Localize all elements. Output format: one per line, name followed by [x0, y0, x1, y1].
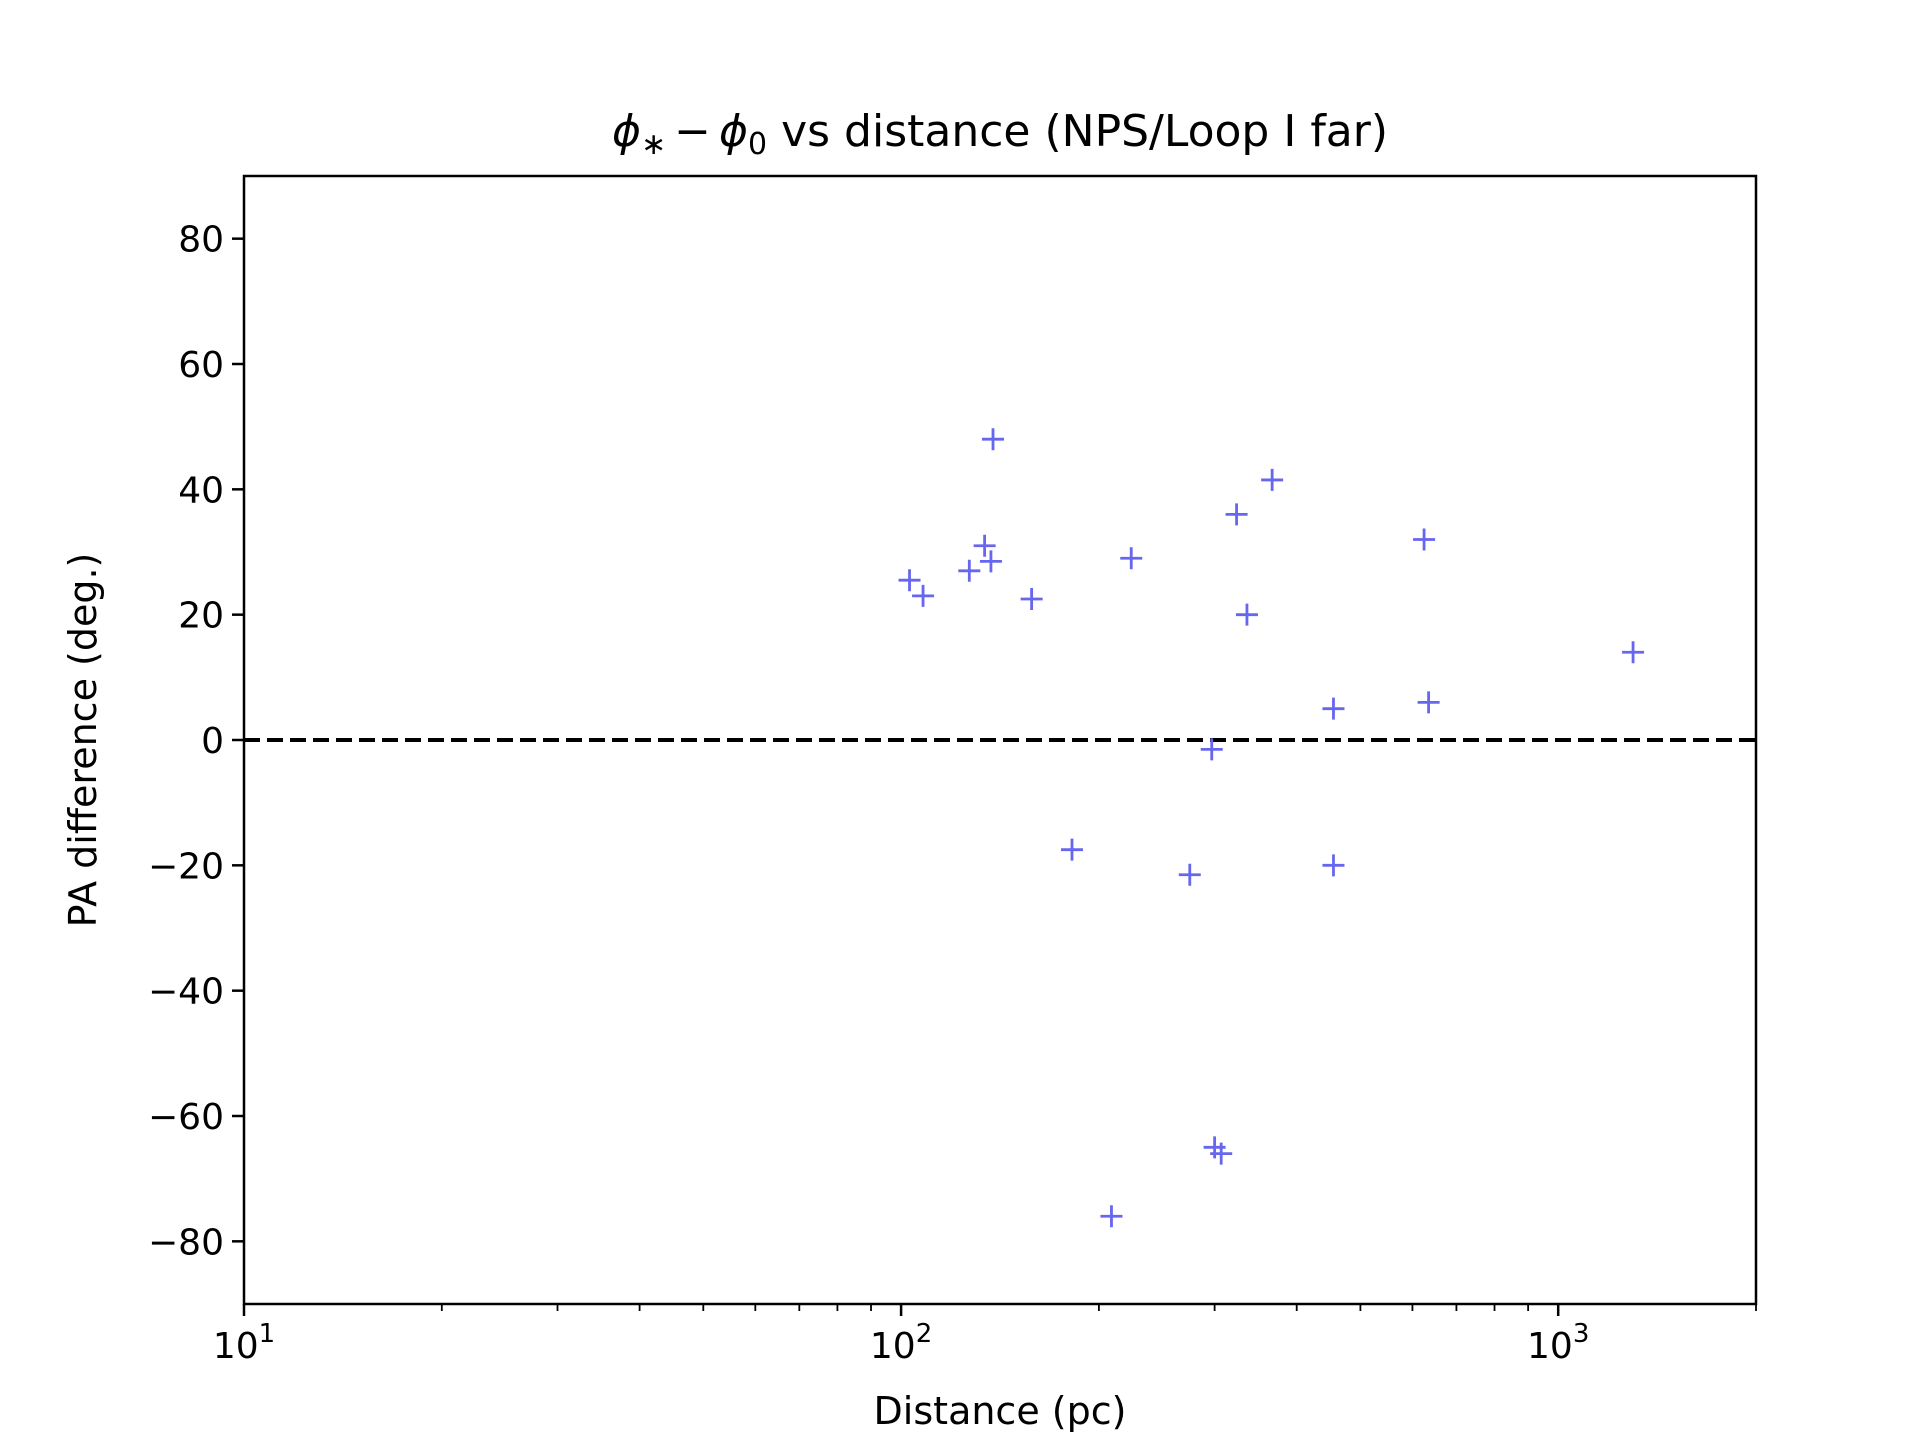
title-minus: − [674, 106, 711, 157]
y-tick-label: 60 [178, 345, 224, 386]
plot-layer [244, 428, 1756, 1228]
data-point-marker [1210, 1142, 1233, 1165]
x-axis-label: Distance (pc) [874, 1389, 1127, 1433]
data-point-marker [982, 428, 1005, 451]
y-axis: 80 60 40 20 0 −20 −40 −60 −80 [148, 220, 244, 1263]
y-axis-label: PA difference (deg.) [61, 553, 105, 928]
data-point-marker [1060, 838, 1083, 861]
x-tick-label: 102 [870, 1319, 932, 1367]
title-zero-subscript: 0 [748, 127, 767, 162]
data-point-marker [1120, 547, 1143, 570]
data-point-marker [1322, 697, 1345, 720]
title-star-subscript: ∗ [641, 127, 666, 162]
y-tick-label: −60 [148, 1097, 224, 1138]
data-point-marker [1178, 863, 1201, 886]
data-point-marker [979, 550, 1002, 573]
y-tick-label: 40 [178, 470, 224, 511]
data-point-marker [1020, 588, 1043, 610]
data-point-marker [1261, 468, 1284, 491]
data-point-marker [912, 584, 935, 607]
title-phi-zero: ϕ [719, 106, 748, 157]
data-point-marker [1235, 603, 1258, 626]
data-point-marker [1200, 738, 1223, 761]
data-point-marker [1417, 691, 1440, 714]
y-tick-label: −20 [148, 846, 224, 887]
x-tick-label: 103 [1527, 1319, 1589, 1367]
data-point-marker [1413, 528, 1436, 551]
data-point-marker [1322, 854, 1345, 877]
x-tick-label: 101 [213, 1319, 275, 1367]
data-point-marker [1225, 503, 1248, 526]
data-point-marker [898, 569, 921, 592]
title-phi-star: ϕ [612, 106, 641, 157]
y-tick-label: −80 [148, 1222, 224, 1263]
data-point-marker [973, 534, 996, 557]
x-axis: 101 102 103 [213, 1304, 1757, 1367]
y-tick-label: −40 [148, 972, 224, 1013]
y-tick-label: 0 [201, 721, 224, 762]
y-tick-label: 80 [178, 220, 224, 261]
data-point-marker [1100, 1205, 1123, 1228]
data-point-marker [1622, 641, 1645, 664]
y-tick-label: 20 [178, 596, 224, 637]
data-point-marker [958, 559, 981, 582]
title-rest: vs distance (NPS/Loop I far) [767, 106, 1388, 157]
plot-frame [242, 174, 1758, 1306]
chart-title: ϕ∗ − ϕ0 vs distance (NPS/Loop I far) [612, 106, 1388, 162]
